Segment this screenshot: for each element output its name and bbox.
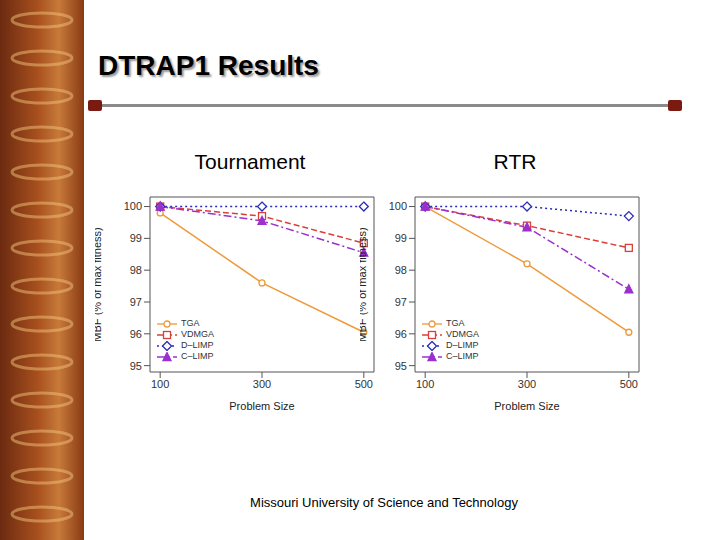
svg-text:99: 99 [130, 232, 142, 244]
svg-text:95: 95 [130, 360, 142, 372]
html-text:DTRAP1 Results: DTRAP1 Results [98, 50, 319, 81]
svg-text:MBF (% of max fitness): MBF (% of max fitness) [360, 227, 368, 341]
svg-text:500: 500 [620, 378, 638, 390]
html-text:TGA: TGA [181, 318, 200, 328]
svg-text:95: 95 [395, 360, 407, 372]
svg-text:100: 100 [151, 378, 169, 390]
html-text:Tournament: Tournament [194, 150, 306, 173]
html-text:VDMGA: VDMGA [181, 329, 214, 339]
html-text:C–LIMP: C–LIMP [446, 351, 479, 361]
html-text:TGA: TGA [446, 318, 465, 328]
html-text:Missouri University of Science: Missouri University of Science and Techn… [250, 495, 518, 510]
svg-text:Problem Size: Problem Size [494, 400, 559, 412]
svg-text:Problem Size: Problem Size [229, 400, 294, 412]
svg-text:500: 500 [355, 378, 373, 390]
html-text:D–LIMP: D–LIMP [446, 340, 479, 350]
html-text:VDMGA: VDMGA [446, 329, 479, 339]
svg-text:300: 300 [253, 378, 271, 390]
svg-text:97: 97 [130, 296, 142, 308]
svg-text:98: 98 [395, 264, 407, 276]
svg-text:MBF (% of max fitness): MBF (% of max fitness) [95, 227, 103, 341]
svg-text:96: 96 [395, 328, 407, 340]
svg-text:96: 96 [130, 328, 142, 340]
svg-text:100: 100 [416, 378, 434, 390]
svg-text:99: 99 [395, 232, 407, 244]
svg-text:98: 98 [130, 264, 142, 276]
svg-text:100: 100 [124, 200, 142, 212]
svg-text:100: 100 [389, 200, 407, 212]
svg-text:300: 300 [518, 378, 536, 390]
html-text:D–LIMP: D–LIMP [181, 340, 214, 350]
html-text:RTR: RTR [493, 150, 537, 173]
svg-text:97: 97 [395, 296, 407, 308]
html-text:C–LIMP: C–LIMP [181, 351, 214, 361]
